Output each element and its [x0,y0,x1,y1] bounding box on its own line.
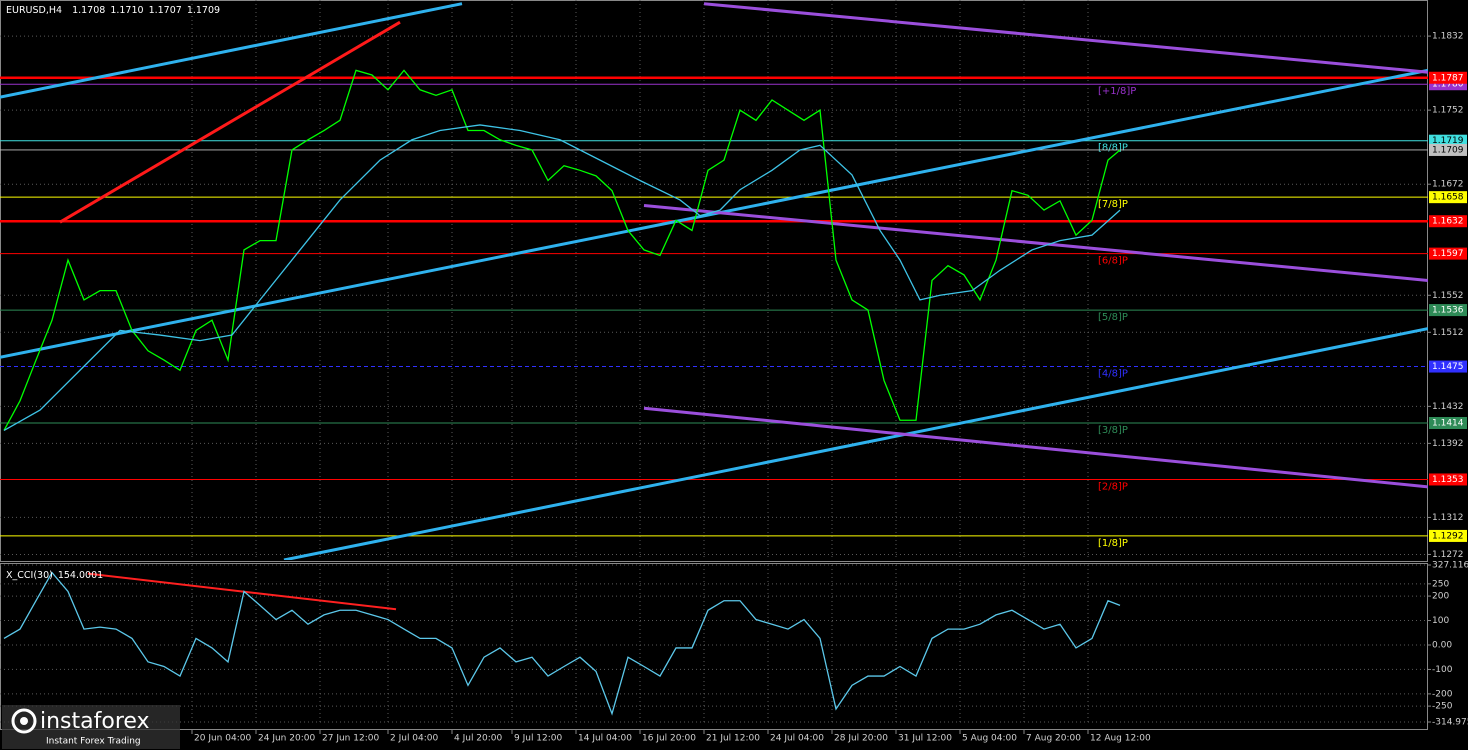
ohlc-value: 1.1707 [149,5,182,16]
x-tick-label: 14 Jul 04:00 [578,734,632,744]
price-box [1429,360,1467,373]
trend-line [0,68,1428,359]
murray-label: [3/8]P [1098,425,1128,436]
y-tick-label: -314.975 [1432,718,1468,728]
y-tick-label: 250 [1432,579,1449,589]
x-tick-label: 28 Jul 20:00 [834,734,888,744]
y-tick-label: 1.1752 [1432,106,1464,116]
x-tick-label: 7 Aug 20:00 [1026,734,1081,744]
price-box [1429,529,1467,542]
x-tick-label: 16 Jul 20:00 [642,734,696,744]
murray-label: [4/8]P [1098,369,1128,380]
ohlc-value: 1.1709 [187,5,220,16]
murray-label: [8/8]P [1098,143,1128,154]
trend-line [643,406,1428,489]
price-box [1429,473,1467,486]
x-tick-label: 9 Jul 12:00 [514,734,563,744]
cci-value: 154.0001 [58,570,103,581]
watermark-name: instaforex [40,709,150,734]
y-tick-label: 1.1312 [1432,513,1464,523]
murray-label: [7/8]P [1098,199,1128,210]
x-tick-label: 21 Jul 12:00 [706,734,760,744]
x-tick-label: 20 Jun 04:00 [194,734,251,744]
price-line [3,124,1121,431]
ohlc-value: 1.1708 [72,5,105,16]
y-tick-label: -250 [1432,702,1453,712]
y-tick-label: -100 [1432,665,1453,675]
x-tick-label: 4 Jul 20:00 [454,734,503,744]
trend-line [59,20,401,224]
y-tick-label: 100 [1432,616,1449,626]
panel-title: EURUSD,H4 1.1708 1.1710 1.1707 1.1709 [6,5,220,16]
title-text: EURUSD,H4 [6,5,62,16]
price-box-label: 1.1414 [1432,419,1464,429]
x-tick-label: 27 Jun 12:00 [322,734,379,744]
murray-label: [6/8]P [1098,256,1128,267]
price-box-label: 1.1536 [1432,306,1464,316]
y-tick-label: 0.00 [1432,640,1452,650]
trend-line [87,572,397,611]
x-tick-label: 12 Aug 12:00 [1090,734,1151,744]
price-box-label: 1.1632 [1432,217,1464,227]
x-tick-label: 24 Jun 20:00 [258,734,315,744]
murray-label: [+1/8]P [1098,86,1136,97]
trend-line [643,203,1428,282]
price-box [1429,143,1467,156]
trend-line [283,327,1428,560]
price-box-label: 1.1787 [1432,73,1464,83]
y-tick-label: 1.1272 [1432,550,1464,560]
murray-label: [2/8]P [1098,481,1128,492]
murray-label: [5/8]P [1098,312,1128,323]
cci-panel-frame [0,563,1428,730]
y-tick-label: 1.1832 [1432,32,1464,42]
watermark-tagline: Instant Forex Trading [46,737,141,747]
price-box [1429,417,1467,430]
price-line [3,571,1121,716]
murray-label: [1/8]P [1098,538,1128,549]
y-tick-label: 327.116 [1432,561,1468,571]
y-tick-label: -200 [1432,689,1453,699]
price-box [1429,304,1467,317]
watermark-icon [11,708,37,734]
y-tick-label: 1.1672 [1432,180,1464,190]
watermark-icon-core [20,717,28,725]
y-tick-label: 1.1432 [1432,402,1464,412]
y-tick-label: 1.1392 [1432,439,1464,449]
trend-line [703,2,1428,74]
price-box-label: 1.1475 [1432,362,1464,372]
price-box [1429,71,1467,84]
ohlc-value: 1.1710 [110,5,143,16]
title-text: X_CCI(30) [6,570,53,581]
price-box [1429,191,1467,204]
trend-line [0,2,463,99]
x-tick-label: 24 Jul 04:00 [770,734,824,744]
panel-title: X_CCI(30) 154.0001 [6,570,103,581]
y-tick-label: 1.1512 [1432,328,1464,338]
price-box-label: 1.1353 [1432,475,1464,485]
price-box [1429,215,1467,228]
price-box-label: 1.1597 [1432,249,1464,259]
y-tick-label: 200 [1432,592,1449,602]
price-box-label: 1.1709 [1432,145,1464,155]
price-box-label: 1.1719 [1432,136,1464,146]
price-box-label: 1.1658 [1432,193,1464,203]
price-box [1429,134,1467,147]
x-tick-label: 31 Jul 12:00 [898,734,952,744]
x-tick-label: 5 Aug 04:00 [962,734,1017,744]
y-tick-label: 1.1552 [1432,291,1464,301]
price-box [1429,247,1467,260]
x-tick-label: 2 Jul 04:00 [390,734,439,744]
watermark: instaforex Instant Forex Trading [2,705,180,749]
price-line [3,69,1121,431]
price-box-label: 1.1292 [1432,531,1464,541]
price-box-label: 1.1780 [1432,80,1464,90]
